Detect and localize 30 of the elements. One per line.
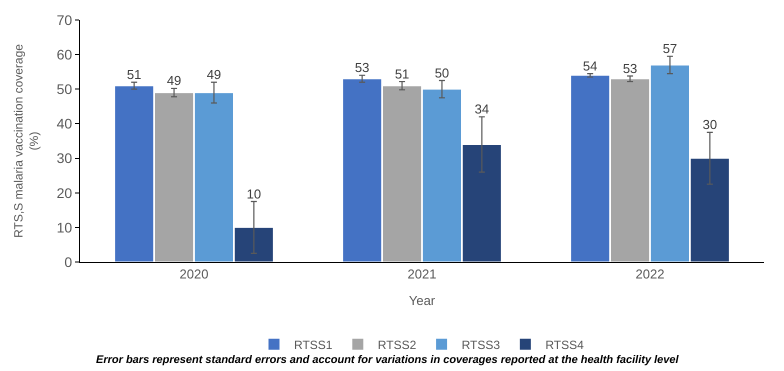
data-label: 30: [702, 117, 718, 132]
y-tick-label: 70: [56, 12, 72, 28]
legend-label: RTSS2: [378, 338, 417, 352]
data-label: 54: [582, 58, 598, 74]
x-axis-title: Year: [408, 293, 436, 308]
data-label: 53: [354, 60, 370, 76]
text: Error bars represent standard errors and account for variations in coverages reported at the health facility level: [96, 354, 680, 366]
x-tick-label: 2022: [636, 266, 664, 282]
data-label: 49: [206, 66, 222, 82]
y-tick-label: 10: [56, 219, 72, 236]
y-tick-label: 30: [56, 150, 72, 166]
legend-label: RTSS3: [462, 338, 500, 352]
data-label: 10: [246, 186, 262, 202]
data-label: 51: [394, 66, 410, 82]
data-label: 50: [434, 65, 450, 80]
y-tick-label: 50: [56, 81, 72, 98]
y-tick-label: 0: [64, 254, 72, 270]
data-label: 57: [662, 41, 678, 56]
data-label: 51: [126, 66, 142, 82]
x-tick-label: 2020: [180, 266, 208, 282]
y-axis-title: RTS,S malaria vaccination coverage (%): [11, 44, 41, 238]
legend-label: RTSS1: [294, 338, 333, 352]
legend-label: RTSS4: [545, 338, 584, 352]
x-tick-label: 2021: [408, 266, 436, 282]
data-label: 53: [622, 60, 638, 76]
y-tick-label: 20: [56, 184, 72, 201]
y-tick-label: 60: [56, 46, 72, 62]
data-label: 49: [166, 73, 182, 88]
data-label: 34: [474, 102, 490, 117]
y-tick-label: 40: [56, 116, 72, 132]
